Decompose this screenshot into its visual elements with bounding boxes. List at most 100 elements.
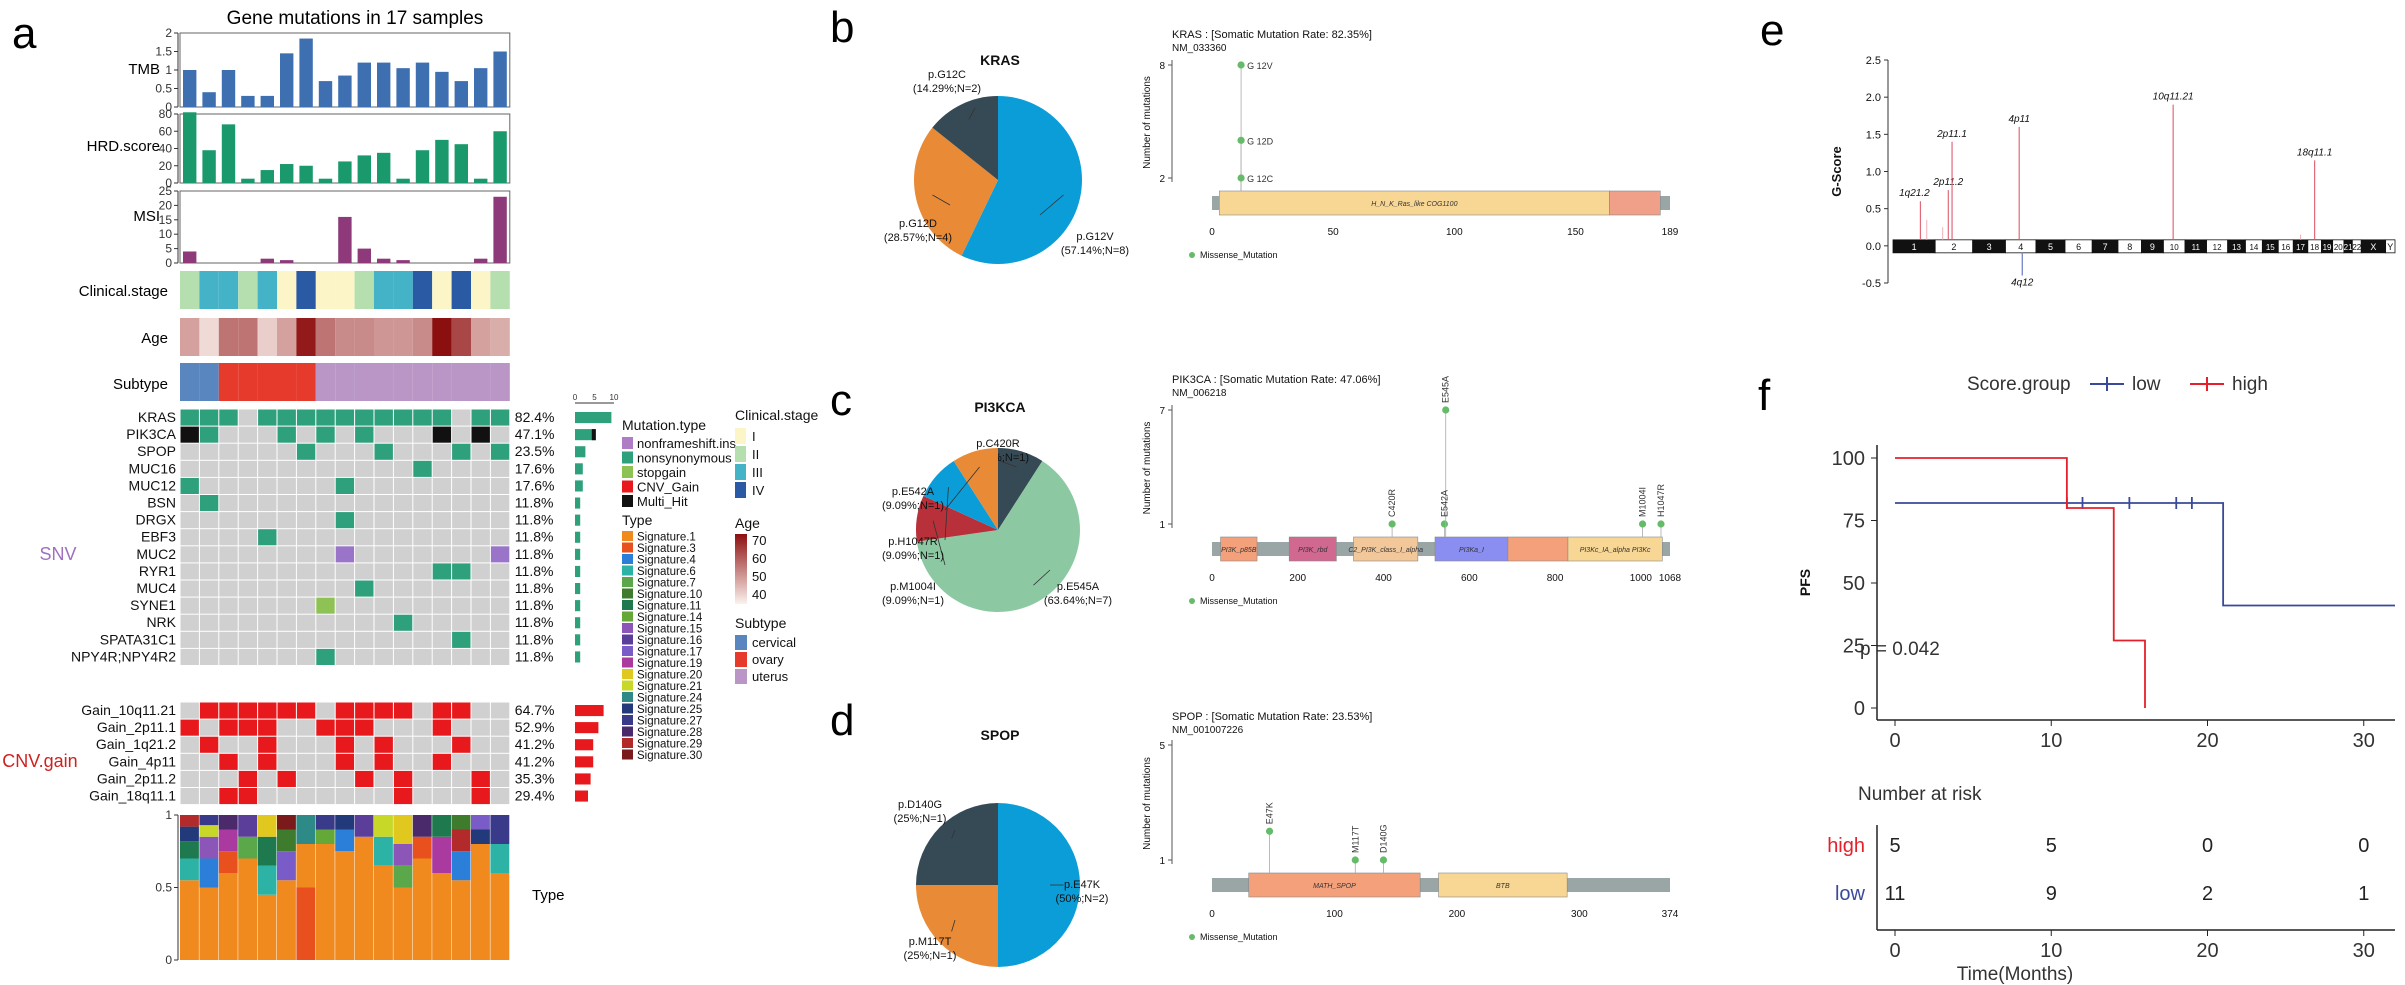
snv-pct: 17.6% [515,460,555,476]
cnv-cell [452,719,471,736]
snv-cell [471,477,490,494]
pie-slice-label: p.G12V [1076,231,1114,243]
cnv-cell [432,702,452,719]
snv-cell [199,597,219,614]
tmb-bar [299,38,313,107]
cnv-pct: 35.3% [515,770,555,786]
age-cell [315,318,336,356]
snv-pct: 11.8% [515,546,554,562]
snv-cell [277,460,296,477]
gscore-peak-label: 1q21.2 [1899,188,1930,199]
snv-cell [277,631,296,648]
snv-cell [413,529,432,546]
cnv-cell [238,770,258,787]
snv-cell [355,495,374,512]
age-cell [393,318,413,356]
msi-bar [474,258,488,263]
gscore-peak-label: 4p11 [2008,114,2030,125]
cnv-cell [199,753,219,770]
chromosome-band [2385,239,2396,254]
legend-stage-swatch [735,464,746,480]
snv-cell [316,546,335,563]
snv-cell [355,648,374,665]
protein-domain [1567,536,1663,562]
snv-cell [238,460,258,477]
protein-domain-label: PI3K_rbd [1298,547,1328,554]
cnv-cell [219,753,238,770]
cnv-cell [490,702,510,719]
cnv-cell [490,719,510,736]
lolli-header: KRAS : [Somatic Mutation Rate: 82.35%] [1172,29,1372,41]
snv-cell [199,495,219,512]
cnv-freq-bar [575,705,604,717]
legend-signature-swatch [622,611,633,622]
snv-cell [238,648,258,665]
legend-mutation-swatch [622,466,633,478]
hrd-bar [377,152,391,183]
snv-cell [180,477,199,494]
cnv-cell [238,719,258,736]
type-segment [277,851,296,881]
snv-cell [258,460,277,477]
lolli-header: SPOP : [Somatic Mutation Rate: 23.53%] [1172,711,1372,723]
protein-domain [1609,190,1661,216]
pie-slice-label: p.E545A [1057,581,1100,593]
snv-cell [393,512,413,529]
snv-cell [219,597,238,614]
cnv-cell [296,753,316,770]
snv-cell [199,409,219,426]
stage-cell [374,271,394,309]
msi-bar [260,258,274,263]
cnv-cell [180,788,199,805]
lollipop-head [1379,856,1388,864]
snv-cell [180,563,199,580]
panel-letter-f: f [1758,371,1771,420]
age-cell [451,318,471,356]
cnv-cell [258,702,277,719]
snv-cell [355,460,374,477]
snv-freq-bar [575,463,583,475]
snv-cell [490,614,510,631]
hrd-bar [415,150,430,183]
pie-slice-value: (9.09%;N=1) [882,500,944,512]
snv-cell [316,631,335,648]
hrd-bar [396,178,410,183]
lollipop-head [1442,406,1450,414]
subtype-cell [335,363,355,401]
cnv-cell [490,788,510,805]
snv-freq-bar [575,412,612,424]
stage-cell [490,271,510,309]
track-label-msi: MSI [133,208,160,225]
snv-cell [219,409,238,426]
km-legend-label-high: high [2232,374,2268,395]
cnv-freq-bar [575,722,599,734]
legend-signature-label: Signature.6 [637,566,696,578]
type-tick-label: 0.5 [155,881,172,895]
cnv-cell [296,788,316,805]
cnv-cell [413,719,432,736]
legend-signature-swatch [622,680,633,691]
snv-cell [316,443,335,460]
gscore-peak-label: 10q11.21 [2153,92,2194,103]
snv-cell [374,477,393,494]
snv-cell [374,648,393,665]
risk-value: 0 [2358,835,2369,857]
cnv-cell [471,702,490,719]
snv-cell [452,529,471,546]
cnv-cell [393,788,413,805]
type-segment [490,873,510,960]
snv-cell [296,409,316,426]
hrd-bar [357,155,371,183]
lolli-xtick-label: 400 [1375,573,1392,584]
risk-table-title: Number at risk [1858,784,1982,805]
subtype-cell [374,363,394,401]
snv-cell [335,529,355,546]
snv-cell [490,477,510,494]
cnv-cell [335,719,355,736]
cnv-cell [490,770,510,787]
snv-row-label: NRK [146,614,176,630]
snv-cell [413,443,432,460]
snv-cell [374,460,393,477]
snv-pct: 11.8% [515,648,554,664]
km-legend-label-low: low [2132,374,2161,395]
